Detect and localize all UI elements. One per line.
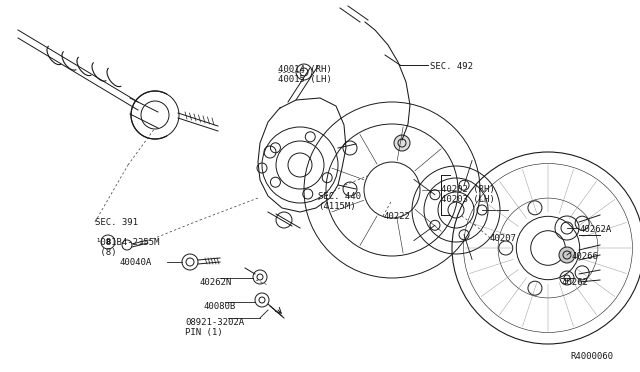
Text: 40207: 40207 — [490, 234, 517, 243]
Text: 40202 (RH)
40203 (LH): 40202 (RH) 40203 (LH) — [441, 185, 495, 204]
Text: 40080B: 40080B — [204, 302, 236, 311]
Text: SEC. 391: SEC. 391 — [95, 218, 138, 227]
Text: R4000060: R4000060 — [570, 352, 613, 361]
Text: 40222: 40222 — [383, 212, 410, 221]
Text: 40266: 40266 — [572, 252, 599, 261]
Text: 40262N: 40262N — [200, 278, 232, 287]
Text: ¹081B4-2355M
 (8): ¹081B4-2355M (8) — [95, 238, 159, 257]
Text: 40040A: 40040A — [120, 258, 152, 267]
Text: 40262A: 40262A — [579, 225, 611, 234]
Text: SEC. 492: SEC. 492 — [430, 62, 473, 71]
Text: B: B — [106, 239, 111, 245]
Circle shape — [559, 247, 575, 263]
Text: 40262: 40262 — [562, 278, 589, 287]
Text: 08921-3202A
PIN (1): 08921-3202A PIN (1) — [185, 318, 244, 337]
Text: 40014 (RH)
40015 (LH): 40014 (RH) 40015 (LH) — [278, 65, 332, 84]
Circle shape — [394, 135, 410, 151]
Text: SEC. 440
(4115M): SEC. 440 (4115M) — [318, 192, 361, 211]
